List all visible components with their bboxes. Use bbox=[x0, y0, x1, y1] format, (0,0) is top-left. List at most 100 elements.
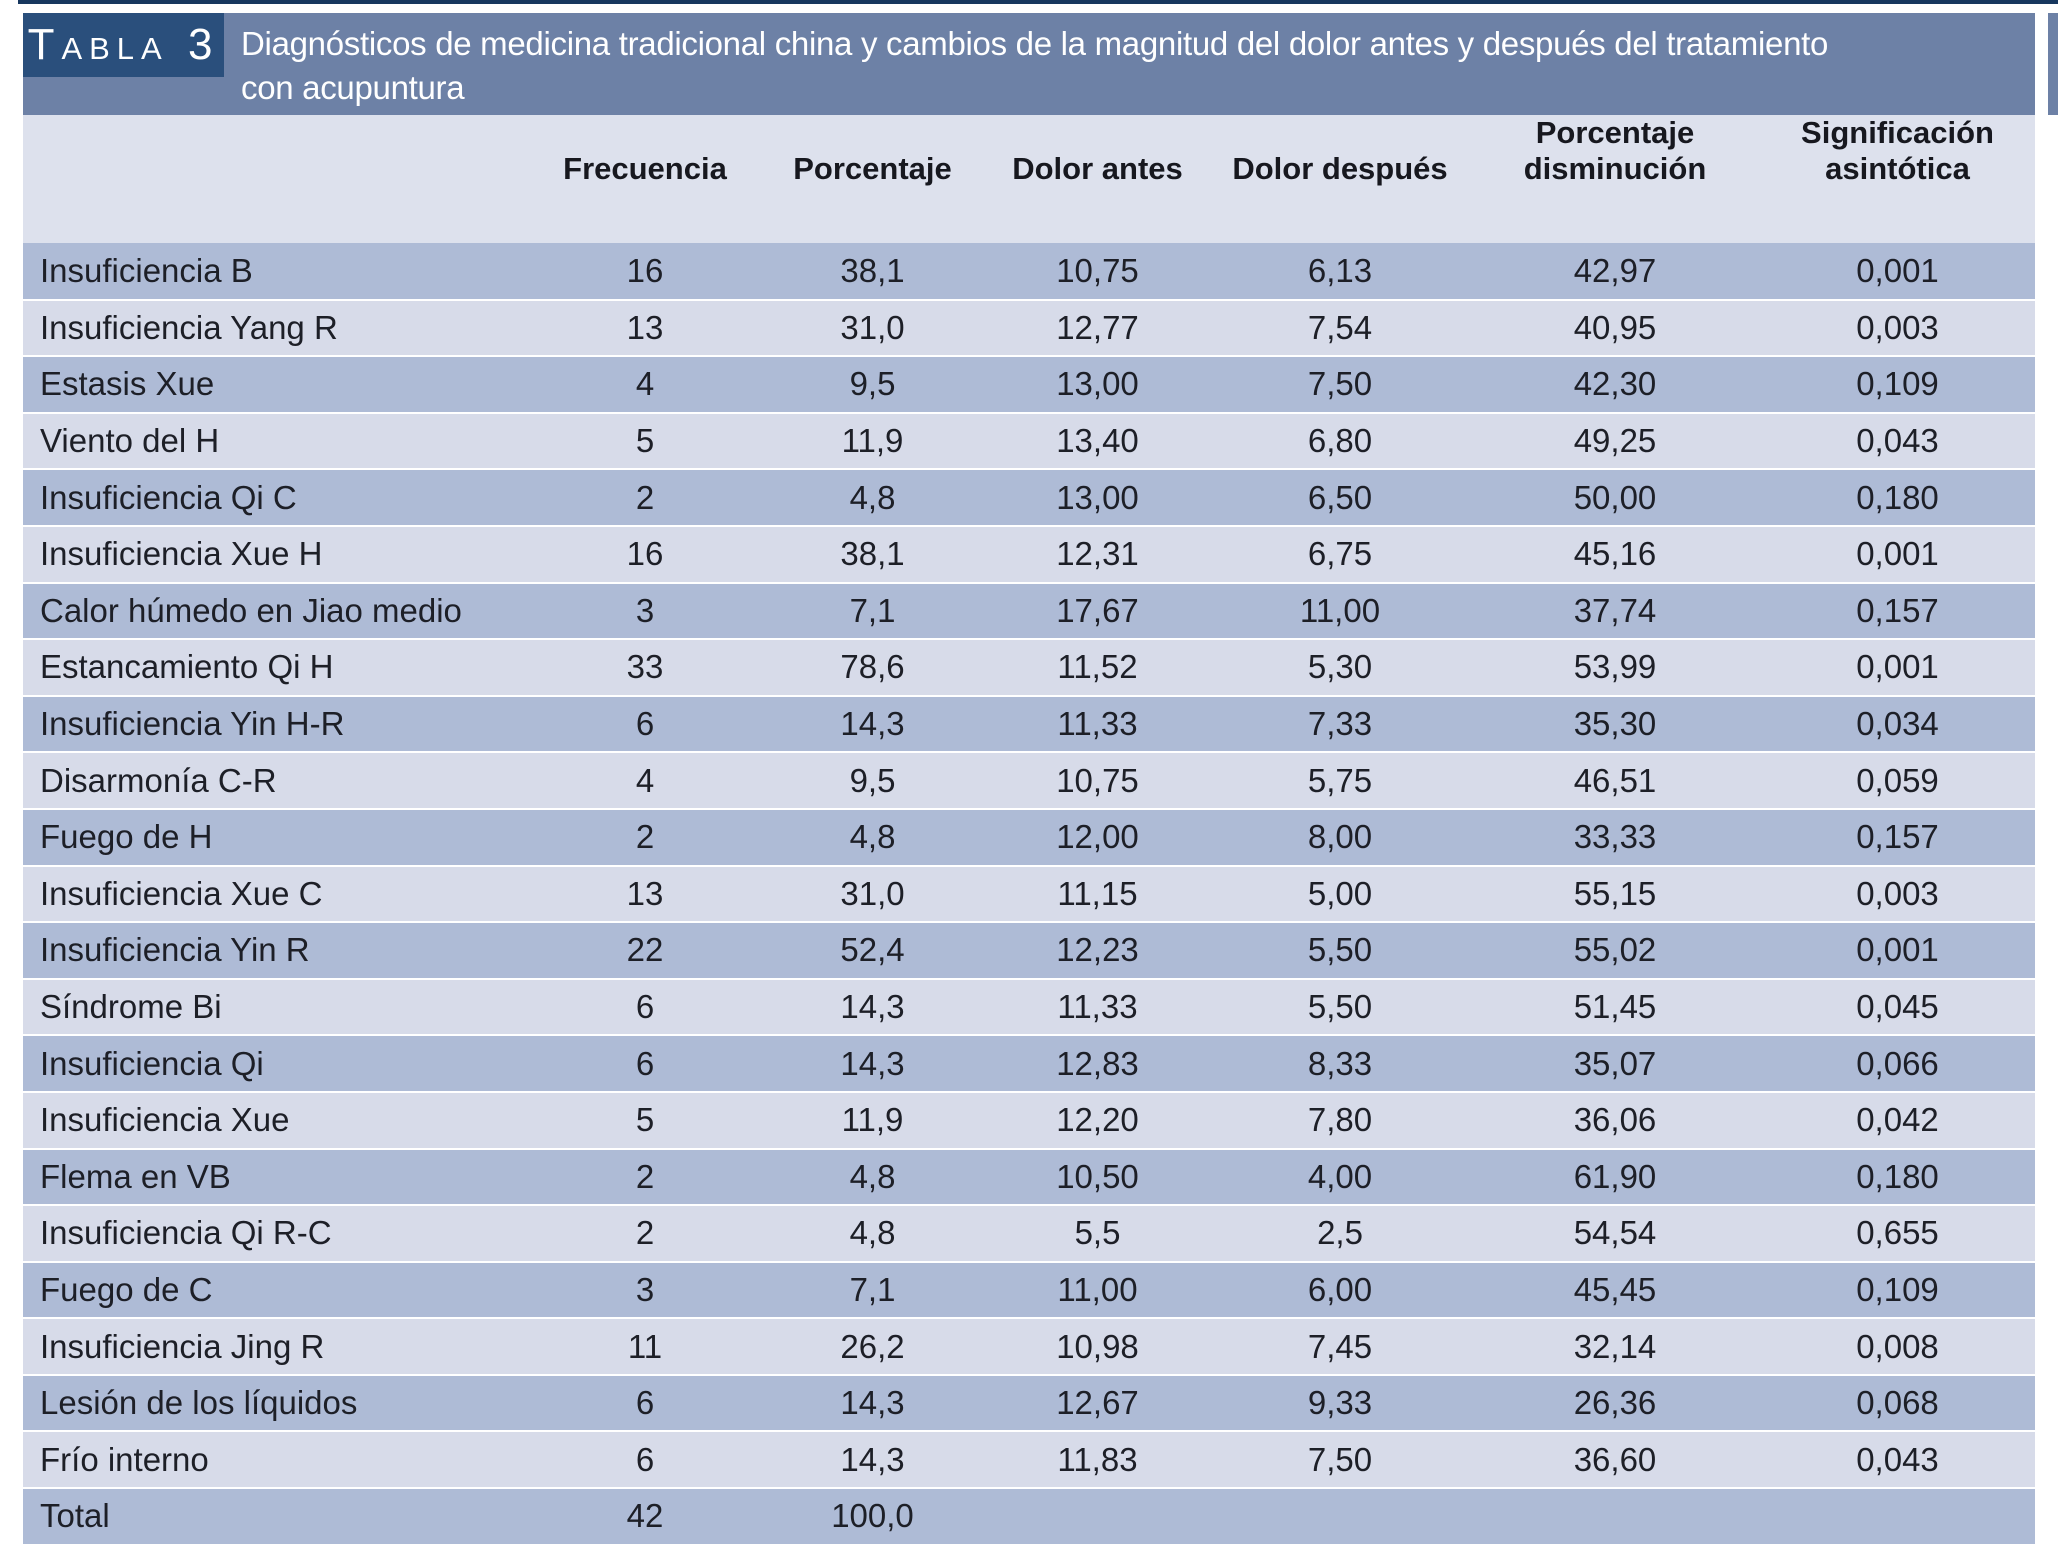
cell-value: 14,3 bbox=[760, 1431, 985, 1490]
cell-value: 10,75 bbox=[985, 752, 1210, 810]
cell-value bbox=[1470, 1488, 1760, 1546]
cell-value: 13,00 bbox=[985, 356, 1210, 414]
row-label: Insuficiencia Xue bbox=[23, 1091, 530, 1150]
cell-value: 0,157 bbox=[1760, 808, 2035, 867]
cell-value: 45,45 bbox=[1470, 1261, 1760, 1320]
cell-value: 11,33 bbox=[985, 695, 1210, 754]
cell-value: 50,00 bbox=[1470, 469, 1760, 527]
row-label: Síndrome Bi bbox=[23, 978, 530, 1037]
row-label: Estasis Xue bbox=[23, 356, 530, 414]
table-body: Insuficiencia B 16 38,1 10,75 6,13 42,97 0,001… bbox=[23, 243, 2035, 1546]
cell-value: 7,80 bbox=[1210, 1091, 1470, 1150]
cell-value: 0,043 bbox=[1760, 412, 2035, 471]
cell-value: 35,07 bbox=[1470, 1035, 1760, 1093]
table-title-band: Tabla 3 Diagnósticos de medicina tradici… bbox=[23, 13, 2035, 115]
cell-value: 7,1 bbox=[760, 582, 985, 641]
header-row: Frecuencia Porcentaje Dolor antes Dolor … bbox=[23, 115, 2035, 243]
top-rule bbox=[18, 0, 2058, 4]
cell-value: 22 bbox=[530, 922, 760, 980]
cell-value: 0,180 bbox=[1760, 1148, 2035, 1207]
cell-value: 12,00 bbox=[985, 808, 1210, 867]
table-row: Insuficiencia Yin R 22 52,4 12,23 5,50 55,02 0… bbox=[23, 922, 2035, 980]
cell-value: 0,045 bbox=[1760, 978, 2035, 1037]
cell-value: 4,8 bbox=[760, 469, 985, 527]
table-title-line1: Diagnósticos de medicina tradicional chi… bbox=[241, 25, 1829, 62]
cell-value: 42,30 bbox=[1470, 356, 1760, 414]
cell-value: 6,75 bbox=[1210, 525, 1470, 584]
cell-value: 5 bbox=[530, 1091, 760, 1150]
column-header-significacion-asintotica: Significación asintótica bbox=[1760, 115, 2035, 243]
cell-value: 0,068 bbox=[1760, 1374, 2035, 1433]
cell-value: 13 bbox=[530, 299, 760, 358]
table-header: Frecuencia Porcentaje Dolor antes Dolor … bbox=[23, 115, 2035, 243]
cell-value: 7,1 bbox=[760, 1261, 985, 1320]
cell-value: 4,8 bbox=[760, 808, 985, 867]
cell-value: 6,80 bbox=[1210, 412, 1470, 471]
cell-value: 6 bbox=[530, 1431, 760, 1490]
table-row: Síndrome Bi 6 14,3 11,33 5,50 51,45 0,045 bbox=[23, 978, 2035, 1037]
cell-value: 100,0 bbox=[760, 1488, 985, 1546]
table-row: Frío interno 6 14,3 11,83 7,50 36,60 0,043 bbox=[23, 1431, 2035, 1490]
cell-value: 14,3 bbox=[760, 1035, 985, 1093]
cell-value: 8,33 bbox=[1210, 1035, 1470, 1093]
cell-value: 9,5 bbox=[760, 356, 985, 414]
cell-value: 5 bbox=[530, 412, 760, 471]
cell-value: 52,4 bbox=[760, 922, 985, 980]
cell-value: 46,51 bbox=[1470, 752, 1760, 810]
cell-value: 7,50 bbox=[1210, 1431, 1470, 1490]
cell-value: 9,5 bbox=[760, 752, 985, 810]
column-header-porcentaje-disminucion: Porcentaje disminución bbox=[1470, 115, 1760, 243]
cell-value: 32,14 bbox=[1470, 1318, 1760, 1376]
row-label: Insuficiencia Jing R bbox=[23, 1318, 530, 1376]
cell-value: 51,45 bbox=[1470, 978, 1760, 1037]
cell-value: 5,5 bbox=[985, 1205, 1210, 1263]
table-tag-label: Tabla 3 bbox=[27, 20, 220, 69]
row-label: Insuficiencia Qi C bbox=[23, 469, 530, 527]
cell-value: 5,75 bbox=[1210, 752, 1470, 810]
cell-value: 6 bbox=[530, 1374, 760, 1433]
cell-value: 31,0 bbox=[760, 299, 985, 358]
cell-value: 0,042 bbox=[1760, 1091, 2035, 1150]
table-title-line2: con acupuntura bbox=[241, 69, 465, 106]
cell-value: 11,83 bbox=[985, 1431, 1210, 1490]
cell-value: 33,33 bbox=[1470, 808, 1760, 867]
row-label: Frío interno bbox=[23, 1431, 530, 1490]
cell-value: 33 bbox=[530, 639, 760, 697]
cell-value: 0,043 bbox=[1760, 1431, 2035, 1490]
row-label: Insuficiencia Qi R-C bbox=[23, 1205, 530, 1263]
table-row: Insuficiencia B 16 38,1 10,75 6,13 42,97 0,001 bbox=[23, 243, 2035, 301]
cell-value: 38,1 bbox=[760, 525, 985, 584]
cell-value: 0,034 bbox=[1760, 695, 2035, 754]
cell-value: 6 bbox=[530, 1035, 760, 1093]
cell-value: 53,99 bbox=[1470, 639, 1760, 697]
table-tag-box: Tabla 3 bbox=[23, 13, 224, 77]
cell-value: 0,001 bbox=[1760, 525, 2035, 584]
row-label: Fuego de C bbox=[23, 1261, 530, 1320]
cell-value: 5,50 bbox=[1210, 978, 1470, 1037]
table-row: Lesión de los líquidos 6 14,3 12,67 9,33 26,3… bbox=[23, 1374, 2035, 1433]
cell-value: 6 bbox=[530, 695, 760, 754]
cell-value: 0,008 bbox=[1760, 1318, 2035, 1376]
cell-value: 0,001 bbox=[1760, 922, 2035, 980]
cell-value: 12,20 bbox=[985, 1091, 1210, 1150]
column-header-dolor-despues: Dolor después bbox=[1210, 115, 1470, 243]
row-label: Flema en VB bbox=[23, 1148, 530, 1207]
row-label: Calor húmedo en Jiao medio bbox=[23, 582, 530, 641]
cell-value: 36,60 bbox=[1470, 1431, 1760, 1490]
cell-value: 0,003 bbox=[1760, 299, 2035, 358]
row-label: Fuego de H bbox=[23, 808, 530, 867]
cell-value: 26,36 bbox=[1470, 1374, 1760, 1433]
row-label: Estancamiento Qi H bbox=[23, 639, 530, 697]
table-row: Estancamiento Qi H 33 78,6 11,52 5,30 53,99 0,… bbox=[23, 639, 2035, 697]
cell-value: 2 bbox=[530, 1148, 760, 1207]
cell-value: 0,066 bbox=[1760, 1035, 2035, 1093]
cell-value: 0,001 bbox=[1760, 243, 2035, 301]
cell-value: 10,98 bbox=[985, 1318, 1210, 1376]
row-label: Insuficiencia Yang R bbox=[23, 299, 530, 358]
table-row: Disarmonía C-R 4 9,5 10,75 5,75 46,51 0,059 bbox=[23, 752, 2035, 810]
column-header-dolor-antes: Dolor antes bbox=[985, 115, 1210, 243]
cell-value: 3 bbox=[530, 1261, 760, 1320]
row-label: Insuficiencia Xue H bbox=[23, 525, 530, 584]
row-label: Insuficiencia Xue C bbox=[23, 865, 530, 924]
cell-value: 0,109 bbox=[1760, 1261, 2035, 1320]
